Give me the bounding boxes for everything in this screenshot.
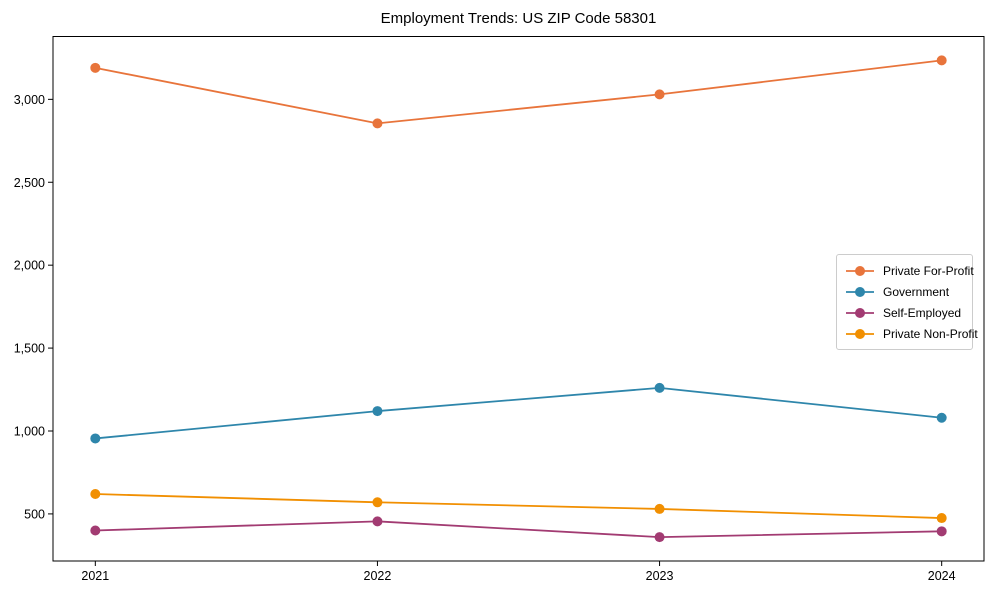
- data-point-self-employed-2021: [90, 525, 101, 536]
- data-point-private-for-profit-2021: [90, 62, 101, 73]
- data-point-private-non-profit-2023: [654, 503, 665, 514]
- legend-item: Self-Employed: [843, 302, 966, 323]
- data-point-private-non-profit-2024: [936, 513, 947, 524]
- legend-item: Private For-Profit: [843, 260, 974, 281]
- legend-item: Government: [843, 281, 966, 302]
- y-tick-label: 2,000: [14, 259, 45, 273]
- data-point-private-for-profit-2024: [936, 55, 947, 66]
- data-point-private-non-profit-2022: [372, 497, 383, 508]
- data-point-private-for-profit-2022: [372, 118, 383, 129]
- data-point-private-for-profit-2023: [654, 89, 665, 100]
- legend: Private For-Profit Government Self-Employe…: [836, 254, 978, 350]
- legend-line-marker-icon: [846, 286, 874, 297]
- legend-item-label: Private Non-Profit: [883, 326, 978, 341]
- legend-line-marker-icon: [846, 307, 874, 318]
- data-point-government-2024: [936, 412, 947, 423]
- series-line-government: [95, 386, 942, 440]
- data-point-government-2023: [654, 382, 665, 393]
- x-tick-label: 2024: [928, 569, 956, 583]
- legend-item-label: Government: [883, 284, 950, 299]
- plot-frame: [52, 36, 985, 562]
- legend-item: Private Non-Profit: [843, 323, 978, 344]
- data-point-self-employed-2024: [936, 526, 947, 537]
- legend-line-marker-icon: [846, 328, 874, 339]
- series-line-private-for-profit: [95, 59, 942, 125]
- y-tick-label: 3,000: [14, 93, 45, 107]
- data-point-private-non-profit-2021: [90, 489, 101, 500]
- series-line-private-non-profit: [95, 493, 942, 519]
- y-tick-label: 1,500: [14, 342, 45, 356]
- y-tick-label: 500: [24, 507, 45, 521]
- x-tick-label: 2023: [646, 569, 674, 583]
- data-point-self-employed-2022: [372, 516, 383, 527]
- series-line-self-employed: [95, 520, 942, 539]
- x-tick-label: 2021: [81, 569, 109, 583]
- data-point-government-2021: [90, 433, 101, 444]
- data-point-self-employed-2023: [654, 532, 665, 543]
- legend-item-label: Self-Employed: [883, 305, 962, 320]
- chart-title: Employment Trends: US ZIP Code 58301: [380, 10, 657, 27]
- y-tick-label: 2,500: [14, 176, 45, 190]
- legend-item-label: Private For-Profit: [883, 263, 974, 278]
- data-point-government-2022: [372, 406, 383, 417]
- y-tick-label: 1,000: [14, 424, 45, 438]
- x-tick-label: 2022: [364, 569, 392, 583]
- legend-line-marker-icon: [846, 265, 874, 276]
